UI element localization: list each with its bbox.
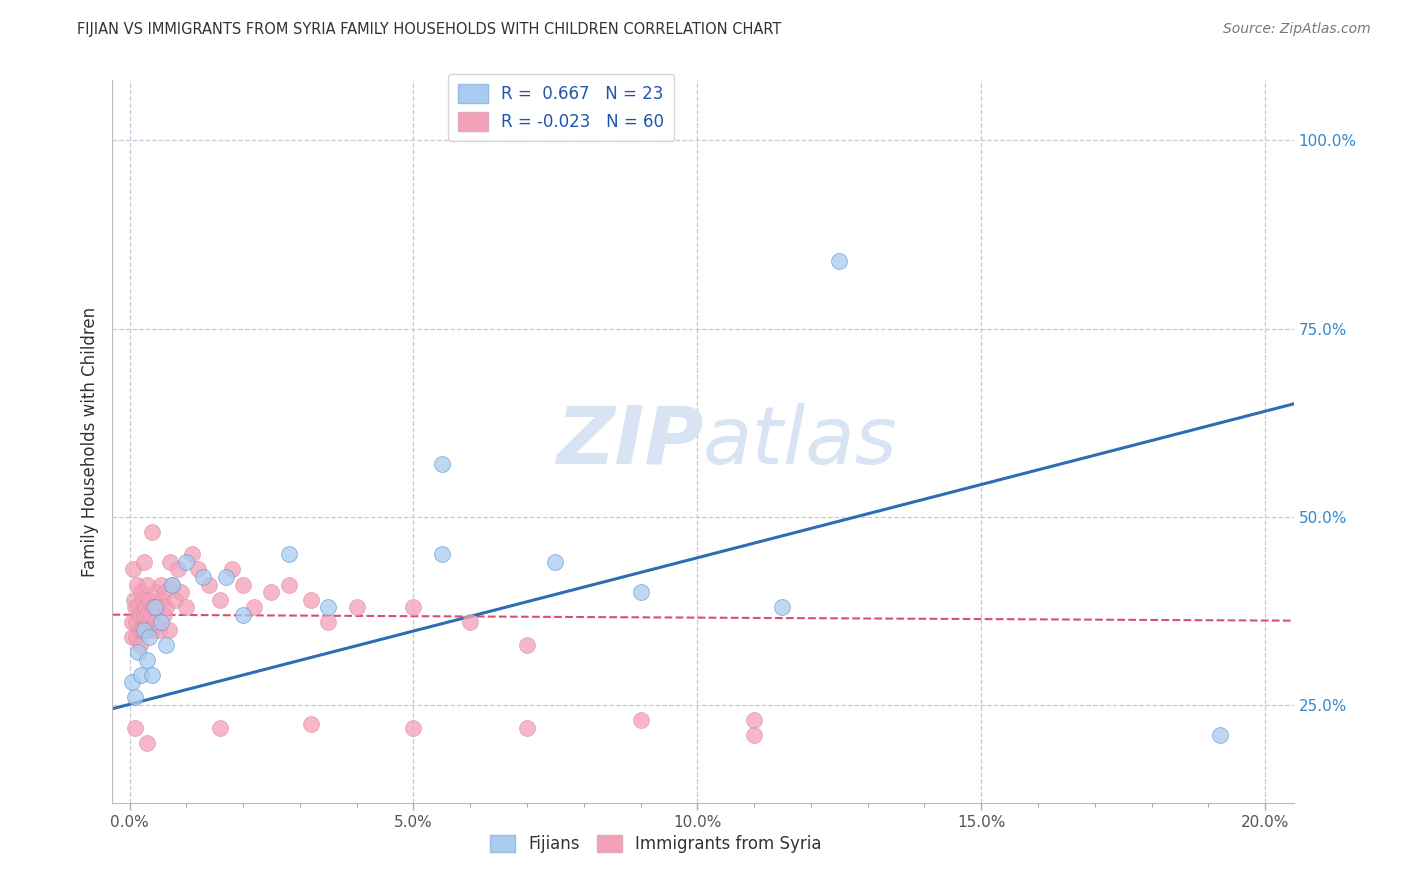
Point bbox=[163, 592, 186, 607]
Point bbox=[630, 713, 652, 727]
Point bbox=[215, 570, 238, 584]
Point bbox=[128, 623, 150, 637]
Point bbox=[135, 735, 157, 749]
Point bbox=[121, 630, 143, 644]
Point bbox=[129, 585, 152, 599]
Point bbox=[742, 728, 765, 742]
Point bbox=[299, 592, 322, 607]
Legend: Fijians, Immigrants from Syria: Fijians, Immigrants from Syria bbox=[484, 828, 828, 860]
Point bbox=[124, 721, 146, 735]
Point bbox=[155, 585, 177, 599]
Point bbox=[148, 623, 170, 637]
Point bbox=[160, 577, 183, 591]
Point bbox=[143, 600, 166, 615]
Point bbox=[277, 548, 299, 562]
Point bbox=[136, 623, 159, 637]
Point bbox=[772, 600, 794, 615]
Point bbox=[260, 585, 283, 599]
Point bbox=[124, 600, 146, 615]
Point bbox=[124, 690, 146, 705]
Point bbox=[181, 548, 204, 562]
Point bbox=[159, 555, 181, 569]
Point bbox=[160, 577, 183, 591]
Point bbox=[209, 721, 232, 735]
Point bbox=[402, 721, 425, 735]
Point bbox=[127, 577, 149, 591]
Point bbox=[145, 585, 167, 599]
Point bbox=[516, 721, 538, 735]
Point bbox=[121, 615, 143, 630]
Point bbox=[828, 253, 851, 268]
Point bbox=[174, 600, 197, 615]
Point bbox=[134, 600, 156, 615]
Point bbox=[135, 653, 157, 667]
Point bbox=[155, 638, 177, 652]
Point bbox=[132, 623, 155, 637]
Point bbox=[142, 600, 165, 615]
Point bbox=[138, 630, 160, 644]
Point bbox=[149, 577, 172, 591]
Point bbox=[122, 562, 145, 576]
Point bbox=[187, 562, 209, 576]
Point bbox=[150, 592, 173, 607]
Point bbox=[122, 592, 145, 607]
Point bbox=[221, 562, 243, 576]
Point bbox=[232, 577, 254, 591]
Point bbox=[402, 600, 425, 615]
Point bbox=[127, 645, 149, 659]
Point bbox=[430, 548, 453, 562]
Point bbox=[430, 457, 453, 471]
Point bbox=[131, 607, 153, 622]
Point bbox=[129, 668, 152, 682]
Point bbox=[143, 615, 166, 630]
Point bbox=[139, 607, 162, 622]
Point bbox=[198, 577, 221, 591]
Point bbox=[129, 638, 152, 652]
Point bbox=[131, 623, 153, 637]
Point bbox=[516, 638, 538, 652]
Point bbox=[141, 524, 163, 539]
Text: ZIP: ZIP bbox=[555, 402, 703, 481]
Point bbox=[630, 585, 652, 599]
Point bbox=[132, 607, 155, 622]
Point bbox=[135, 577, 157, 591]
Point bbox=[169, 585, 191, 599]
Point bbox=[152, 607, 174, 622]
Point bbox=[316, 600, 339, 615]
Point bbox=[193, 570, 215, 584]
Point bbox=[316, 615, 339, 630]
Point bbox=[132, 592, 155, 607]
Point bbox=[209, 592, 232, 607]
Point bbox=[299, 716, 322, 731]
Point bbox=[742, 713, 765, 727]
Point bbox=[157, 623, 180, 637]
Y-axis label: Family Households with Children: Family Households with Children bbox=[80, 307, 98, 576]
Point bbox=[149, 615, 172, 630]
Point bbox=[134, 555, 156, 569]
Point bbox=[141, 623, 163, 637]
Text: FIJIAN VS IMMIGRANTS FROM SYRIA FAMILY HOUSEHOLDS WITH CHILDREN CORRELATION CHAR: FIJIAN VS IMMIGRANTS FROM SYRIA FAMILY H… bbox=[77, 22, 782, 37]
Point bbox=[125, 615, 148, 630]
Point bbox=[346, 600, 368, 615]
Point bbox=[166, 562, 188, 576]
Point bbox=[243, 600, 266, 615]
Point bbox=[138, 592, 160, 607]
Point bbox=[136, 607, 159, 622]
Point bbox=[232, 607, 254, 622]
Point bbox=[125, 630, 148, 644]
Text: atlas: atlas bbox=[703, 402, 898, 481]
Point bbox=[458, 615, 481, 630]
Point bbox=[155, 600, 177, 615]
Text: Source: ZipAtlas.com: Source: ZipAtlas.com bbox=[1223, 22, 1371, 37]
Point bbox=[121, 675, 143, 690]
Point bbox=[174, 555, 197, 569]
Point bbox=[1208, 728, 1232, 742]
Point bbox=[146, 600, 169, 615]
Point bbox=[128, 607, 150, 622]
Point bbox=[544, 555, 567, 569]
Point bbox=[277, 577, 299, 591]
Point bbox=[141, 668, 163, 682]
Point bbox=[127, 600, 149, 615]
